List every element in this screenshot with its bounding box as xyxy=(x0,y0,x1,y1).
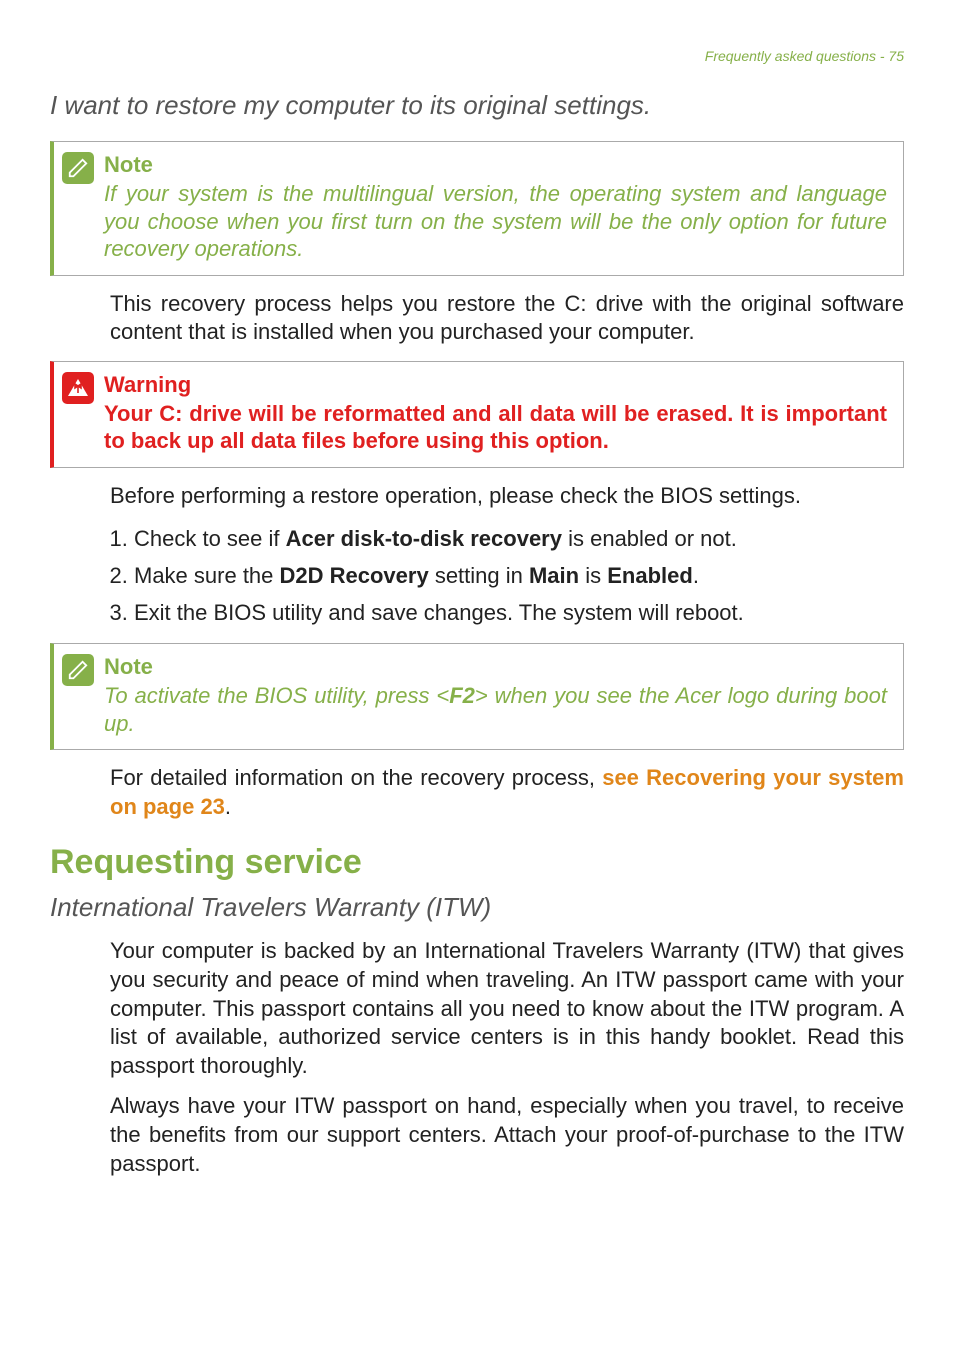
faq-question-heading: I want to restore my computer to its ori… xyxy=(50,90,904,121)
step-text: Check to see if xyxy=(134,526,286,551)
note-title: Note xyxy=(104,152,887,178)
note-body: If your system is the multilingual versi… xyxy=(104,180,887,263)
paragraph-itw-passport: Always have your ITW passport on hand, e… xyxy=(110,1092,904,1178)
note-body: To activate the BIOS utility, press <F2>… xyxy=(104,682,887,737)
paragraph-before-restore: Before performing a restore operation, p… xyxy=(110,482,904,511)
pencil-icon xyxy=(62,152,94,184)
paragraph-recovery-process: This recovery process helps you restore … xyxy=(110,290,904,347)
page-header: Frequently asked questions - 75 xyxy=(50,48,904,64)
note-title: Note xyxy=(104,654,887,680)
paragraph-itw-intro: Your computer is backed by an Internatio… xyxy=(110,937,904,1080)
list-item: Make sure the D2D Recovery setting in Ma… xyxy=(134,559,904,592)
page-container: Frequently asked questions - 75 I want t… xyxy=(0,0,954,1238)
paragraph-text: For detailed information on the recovery… xyxy=(110,765,602,790)
step-bold: Acer disk-to-disk recovery xyxy=(286,526,562,551)
warning-callout-reformat: Warning Your C: drive will be reformatte… xyxy=(50,361,904,468)
note-text: To activate the BIOS utility, press < xyxy=(104,683,449,708)
steps-list: Check to see if Acer disk-to-disk recove… xyxy=(110,522,904,629)
step-bold: Main xyxy=(529,563,579,588)
step-bold: Enabled xyxy=(607,563,693,588)
paragraph-detailed-info: For detailed information on the recovery… xyxy=(110,764,904,821)
warning-body: Your C: drive will be reformatted and al… xyxy=(104,400,887,455)
subheading-itw: International Travelers Warranty (ITW) xyxy=(50,892,904,923)
section-heading-requesting-service: Requesting service xyxy=(50,843,904,882)
list-item: Check to see if Acer disk-to-disk recove… xyxy=(134,522,904,555)
step-bold: D2D Recovery xyxy=(280,563,429,588)
note-callout-bios: Note To activate the BIOS utility, press… xyxy=(50,643,904,750)
warning-triangle-icon xyxy=(62,372,94,404)
list-item: Exit the BIOS utility and save changes. … xyxy=(134,596,904,629)
warning-title: Warning xyxy=(104,372,887,398)
step-text: setting in xyxy=(429,563,529,588)
paragraph-text: . xyxy=(225,794,231,819)
key-label: F2 xyxy=(449,683,475,708)
pencil-icon xyxy=(62,654,94,686)
step-text: is xyxy=(579,563,607,588)
step-text: is enabled or not. xyxy=(562,526,737,551)
step-text: . xyxy=(693,563,699,588)
step-text: Make sure the xyxy=(134,563,280,588)
note-callout-multilingual: Note If your system is the multilingual … xyxy=(50,141,904,276)
